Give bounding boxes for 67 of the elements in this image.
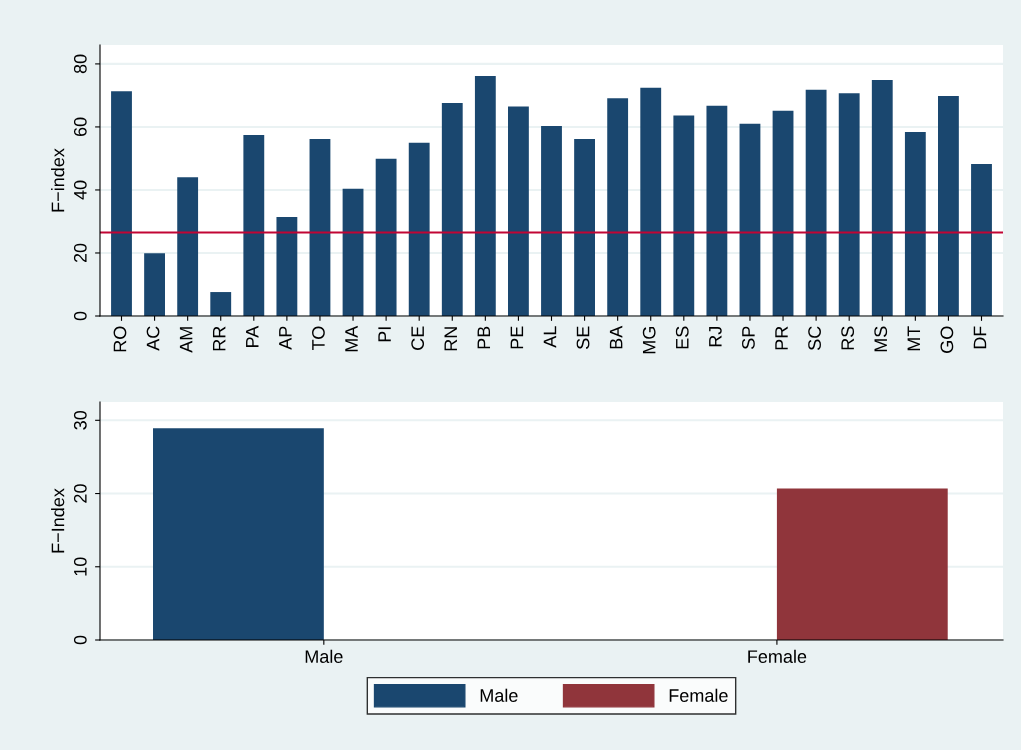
y-tick-label: 80 (73, 54, 87, 74)
x-tick-label: PR (775, 326, 788, 350)
x-tick-label: SC (808, 326, 821, 350)
bar (177, 177, 199, 316)
bar (375, 158, 397, 316)
legend-label: Male (480, 688, 518, 702)
bar (938, 96, 959, 316)
y-tick-label: 20 (73, 484, 87, 503)
y-tick-label: 0 (73, 311, 87, 321)
bar (408, 142, 430, 316)
bar (706, 105, 728, 316)
x-tick-label: SP (742, 326, 755, 349)
bar (342, 188, 364, 316)
bar (904, 131, 926, 316)
x-tick-label: PI (378, 327, 391, 342)
y-axis-title: F−Index (51, 488, 65, 553)
bar (772, 110, 794, 316)
bar (210, 292, 232, 316)
bar (474, 75, 496, 316)
x-tick-label: TO (312, 326, 325, 351)
x-tick-label: PE (510, 326, 524, 349)
x-tick-label: MS (874, 326, 888, 352)
x-tick-label: BA (609, 325, 623, 349)
bar (871, 79, 893, 316)
x-tick-label: PB (477, 326, 491, 349)
x-tick-label: PA (246, 325, 259, 347)
x-tick-label: SE (576, 326, 590, 349)
x-tick-label: AL (543, 326, 557, 348)
y-tick-label: 40 (73, 180, 87, 200)
legend-label: Female (669, 688, 728, 702)
x-tick-label: RO (113, 326, 127, 352)
x-tick-label: RS (841, 326, 855, 350)
bar (574, 138, 595, 316)
bar (640, 87, 662, 316)
y-tick-label: 20 (73, 243, 87, 263)
x-tick-label: AC (146, 326, 160, 351)
bar (508, 106, 529, 316)
bar (739, 123, 761, 316)
x-tick-label: RN (444, 327, 457, 351)
x-tick-label: MT (907, 326, 921, 351)
y-tick-label: 0 (73, 635, 87, 645)
bar (144, 253, 165, 316)
x-tick-label: RR (212, 326, 226, 351)
x-tick-label: MG (642, 327, 656, 354)
bar (673, 115, 695, 316)
y-axis-title: F−index (51, 148, 65, 212)
x-tick-label: AM (179, 327, 193, 353)
y-tick-label: 30 (73, 410, 87, 430)
bar (805, 89, 827, 316)
x-tick-label: MA (345, 325, 358, 352)
bar (607, 98, 629, 316)
x-tick-label: DF (973, 326, 987, 349)
bar (838, 93, 860, 316)
x-tick-label: AP (279, 326, 292, 350)
bar (309, 138, 331, 316)
bar (111, 91, 132, 316)
x-tick-label: ES (675, 326, 689, 349)
bar (971, 164, 992, 316)
x-tick-label: RJ (709, 327, 722, 347)
bar (276, 217, 298, 316)
y-tick-label: 10 (73, 557, 87, 576)
bar (441, 102, 463, 316)
y-tick-label: 60 (73, 117, 87, 137)
bar (541, 125, 562, 316)
bar (243, 135, 265, 316)
x-tick-label: GO (940, 326, 954, 353)
x-tick-label: CE (411, 326, 425, 350)
